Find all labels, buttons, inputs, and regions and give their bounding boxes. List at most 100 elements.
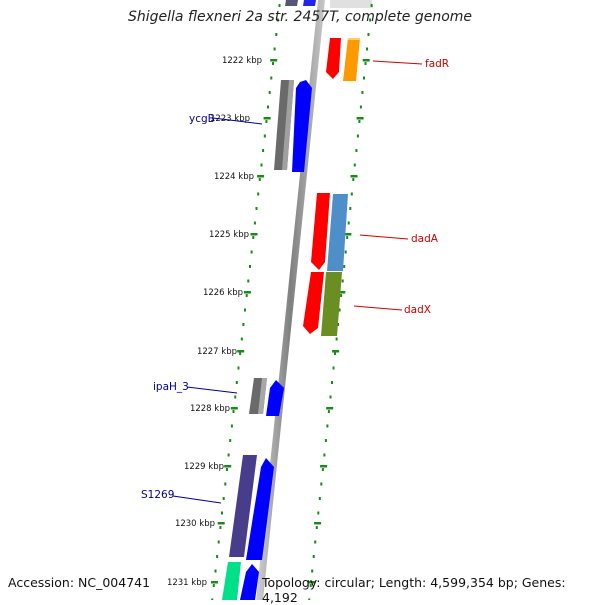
leader-line-dada [359, 234, 409, 240]
scale-tick-mark [320, 465, 328, 468]
tick-label: 1226 kbp [203, 288, 243, 298]
tick-label: 1222 kbp [222, 56, 262, 66]
guide-dot [353, 163, 356, 167]
guide-dot [270, 76, 273, 80]
accession-text: Accession: NC_004741 [8, 575, 151, 590]
scale-tick-mark [307, 581, 315, 584]
guide-dot [364, 62, 367, 65]
guide-dot [226, 468, 228, 471]
scale-tick-mark [224, 465, 232, 468]
guide-dot [244, 308, 246, 312]
guide-dot [314, 540, 317, 544]
gene-green-bottom [222, 562, 241, 600]
gene-label-dadx[interactable]: dadX [404, 304, 431, 316]
guide-dot [216, 555, 219, 558]
gene-label-s1269[interactable]: S1269 [141, 489, 174, 501]
gene-label-ycgb[interactable]: ycgB [189, 113, 215, 125]
guide-dot [258, 178, 261, 181]
guide-dot [242, 323, 245, 326]
guide-dot [268, 91, 271, 94]
guide-dot [255, 207, 258, 210]
guide-dot [370, 4, 373, 7]
gene-red-dadx [303, 272, 324, 334]
leader-line-fadr [372, 60, 423, 65]
guide-dot [221, 511, 223, 515]
guide-dot [232, 410, 235, 413]
guide-dot [367, 33, 370, 36]
scale-tick-mark [356, 117, 364, 120]
scale-tick-mark [217, 522, 225, 525]
gene-orange-fadr-cap [348, 38, 360, 40]
guide-dot [212, 584, 215, 587]
guide-dots [211, 4, 373, 600]
guide-dot [320, 482, 323, 486]
guide-dot [343, 265, 346, 268]
scale-tick-mark [263, 117, 271, 120]
leader-line-ipah [186, 386, 238, 394]
gene-label-dada[interactable]: dadA [411, 233, 439, 245]
gene-label-ipah3[interactable]: ipaH_3 [153, 381, 189, 393]
guide-dot [272, 62, 274, 65]
tick-label: 1231 kbp [167, 578, 207, 588]
gene-purple-s1269 [229, 455, 257, 557]
guide-dot [257, 192, 260, 196]
gene-steel-dada [327, 194, 348, 271]
gene-gray-ycgb-hl [282, 80, 294, 170]
guide-dot [324, 439, 327, 442]
guide-dot [273, 47, 276, 51]
guide-dot [352, 178, 355, 181]
tick-label: 1223 kbp [210, 114, 250, 124]
guide-dot [312, 555, 315, 558]
guide-dot [265, 120, 268, 123]
scale-tick-mark [230, 407, 238, 410]
guide-dot [267, 105, 269, 109]
guide-dot [309, 584, 312, 587]
guide-dot [229, 439, 232, 442]
guide-dot [263, 134, 266, 138]
gene-top-blue [303, 0, 316, 6]
gene-features [222, 0, 360, 600]
guide-dot [222, 497, 225, 500]
guide-dot [331, 381, 333, 384]
gene-top-gray [285, 0, 298, 6]
guide-dot [318, 497, 321, 500]
guide-dot [361, 91, 364, 94]
guide-dot [335, 337, 338, 341]
gene-gray-ipah-hl [258, 378, 267, 414]
guide-dot [249, 265, 251, 268]
guide-dot [315, 526, 318, 529]
guide-dot [347, 221, 350, 225]
guide-dot [350, 192, 353, 196]
guide-dot [311, 569, 314, 573]
guide-dot [219, 526, 222, 529]
leader-line-dadx [353, 305, 403, 311]
guide-dot [247, 279, 250, 283]
backbone-top-cap [330, 0, 373, 8]
gene-annotations: ycgB ipaH_3 S1269 fadR dadA dadX [141, 58, 449, 504]
gene-red-fadr-left [326, 38, 341, 79]
genome-backbone [256, 0, 325, 600]
scale-tick-mark [270, 59, 278, 62]
guide-dot [326, 424, 329, 428]
gene-blue-s1269 [246, 458, 274, 560]
gene-label-fadr[interactable]: fadR [425, 58, 449, 70]
guide-dot [234, 395, 237, 399]
gene-blue-ipah [266, 380, 284, 416]
guide-dot [338, 308, 341, 312]
guide-dot [327, 410, 330, 413]
guide-dot [359, 105, 362, 109]
guide-dot [321, 468, 324, 471]
tick-label: 1228 kbp [190, 404, 230, 414]
guide-dot [308, 598, 311, 600]
guide-dot [346, 236, 349, 239]
guide-dot [214, 569, 217, 573]
guide-dot [240, 337, 243, 341]
guide-dot [217, 540, 220, 544]
gene-blue-bottom [240, 564, 259, 600]
guide-dot [237, 366, 240, 370]
guide-dot [337, 323, 340, 326]
guide-dot [211, 598, 214, 600]
scale-tick-mark [250, 233, 258, 236]
guide-dot [253, 221, 256, 225]
